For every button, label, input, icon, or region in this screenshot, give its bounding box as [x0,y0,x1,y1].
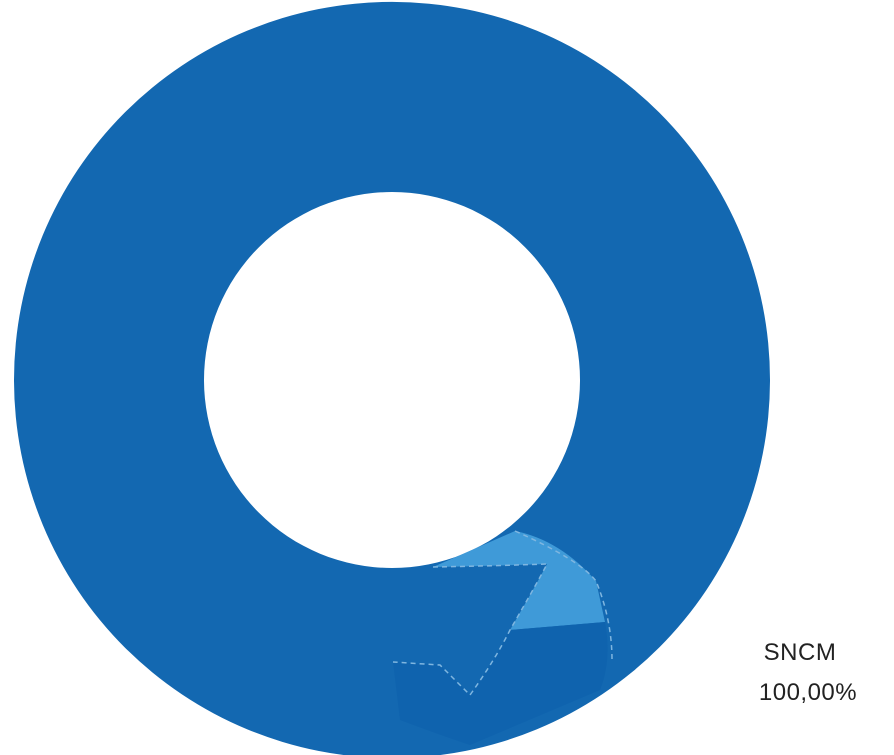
slice-value-label: 100,00% [759,679,857,706]
donut-slice-sncm [14,2,770,755]
ring-highlight-outline [392,563,549,697]
donut-slices [14,2,770,755]
ring-highlight [392,530,613,745]
ring-highlight-edge [514,530,613,661]
ring-highlight-dark [393,622,608,745]
ring-highlight-light [433,531,605,630]
slice-label: SNCM [764,639,837,666]
